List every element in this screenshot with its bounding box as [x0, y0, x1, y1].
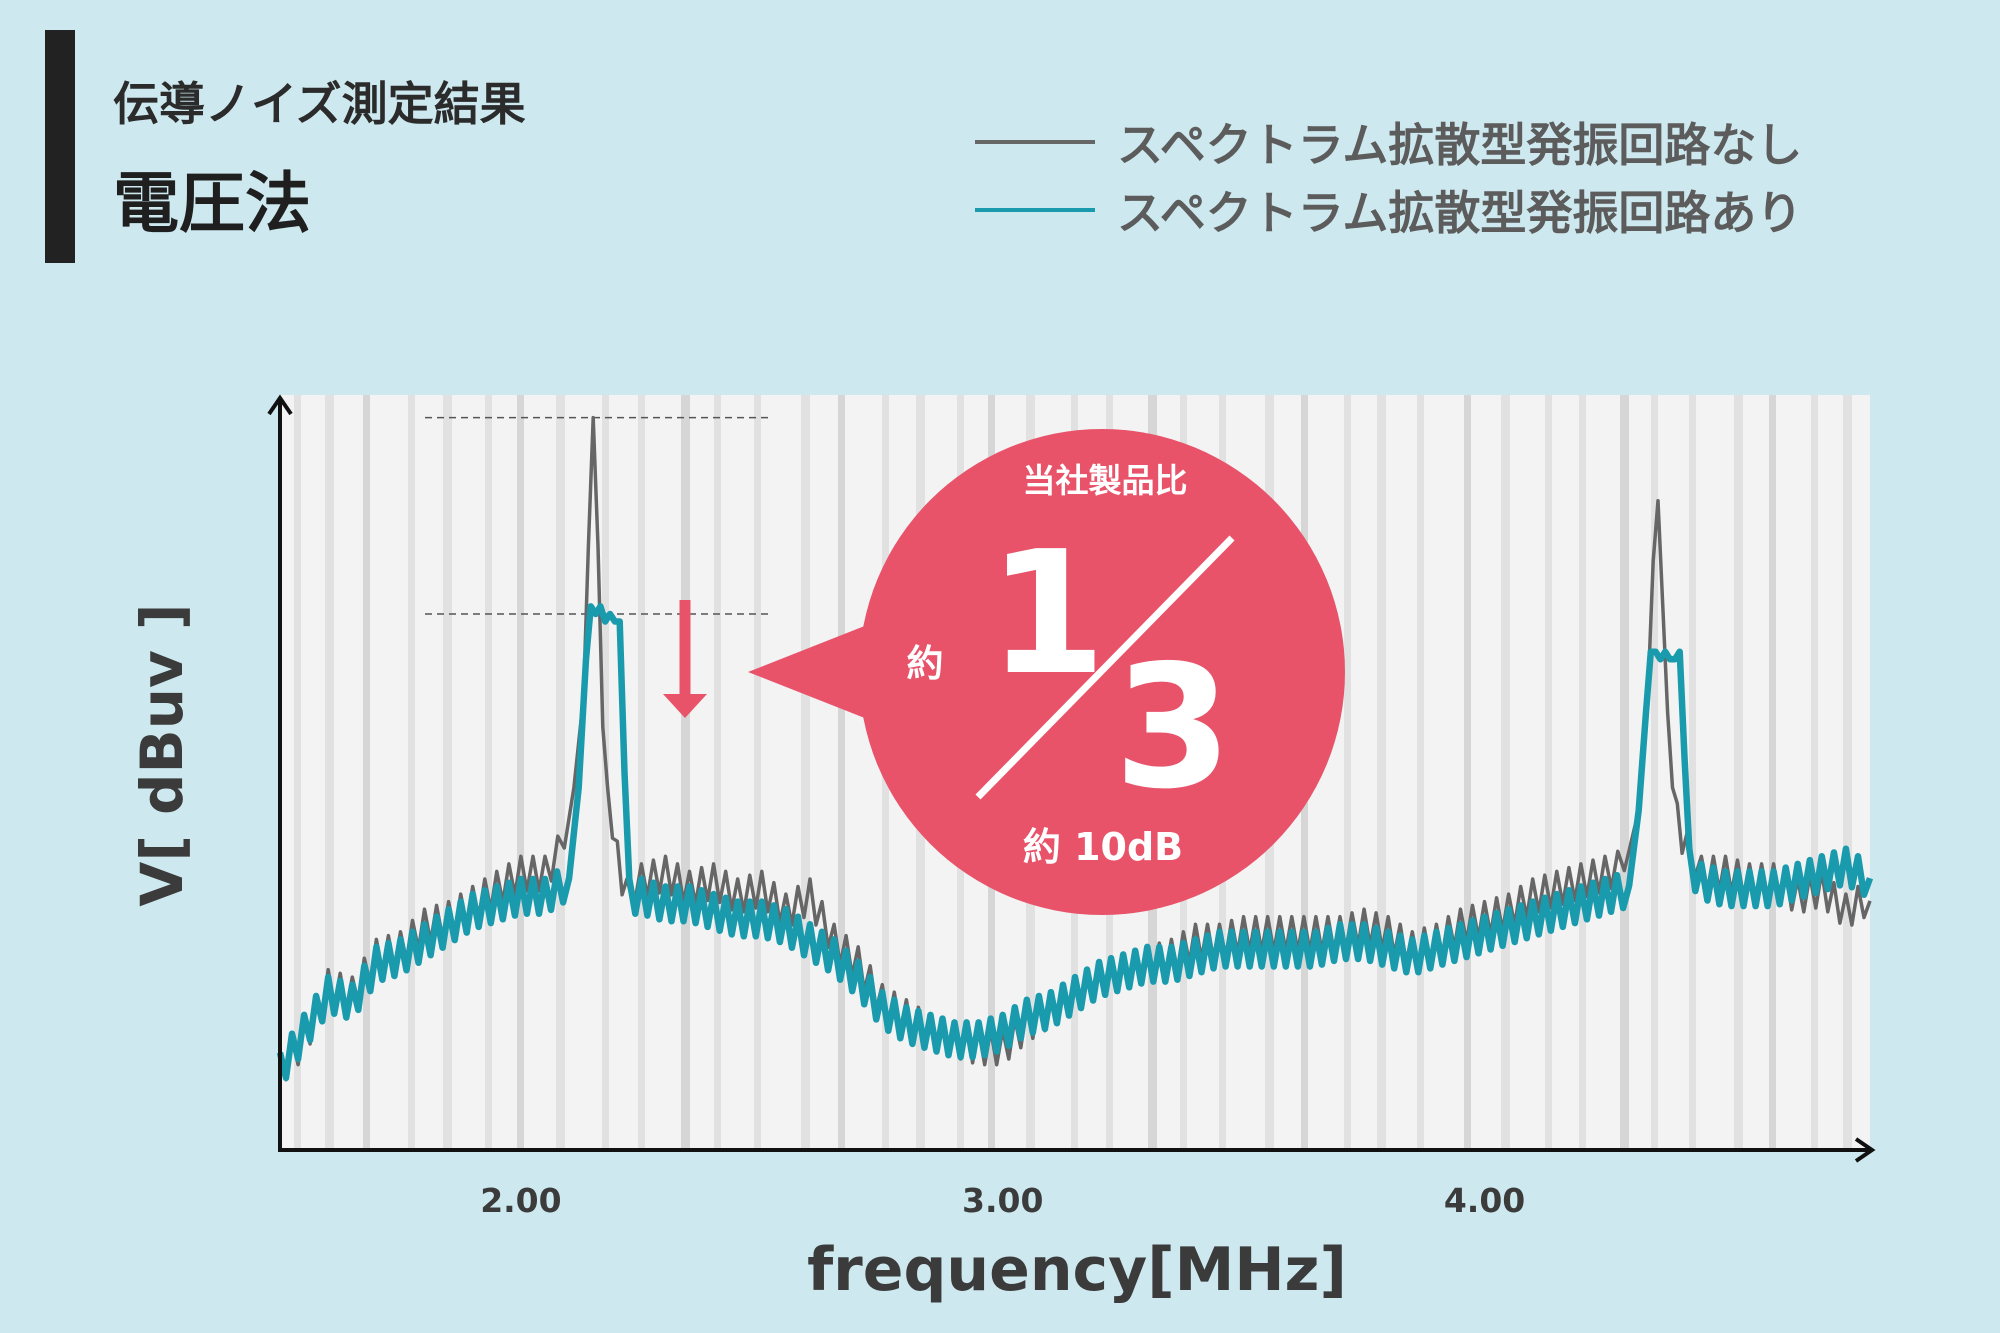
grid-stripe [325, 395, 334, 1150]
series-line-with [276, 603, 1874, 1082]
grid-stripe [638, 395, 645, 1150]
x-tick-label: 2.00 [480, 1181, 561, 1220]
grid-stripe [1545, 395, 1552, 1150]
grid-stripe [801, 395, 810, 1150]
grid-stripe [754, 395, 761, 1150]
grid-stripe [1811, 395, 1818, 1150]
grid-stripe [1501, 395, 1510, 1150]
legend-label-with: スペクトラム拡散型発振回路あり [1117, 186, 1803, 240]
grid-stripe [485, 395, 492, 1150]
grid-stripe [517, 395, 524, 1150]
grid-stripe [714, 395, 721, 1150]
series-group [276, 415, 1874, 1082]
grid-stripe [1377, 395, 1386, 1150]
chart-subtitle: 伝導ノイズ測定結果 [113, 77, 526, 131]
callout: 当社製品比 約 1 3 約 10dB [748, 429, 1345, 915]
grid-stripe [1344, 395, 1351, 1150]
callout-fraction-slash [975, 535, 1235, 800]
callout-bottom-text: 約 10dB [1023, 825, 1183, 869]
y-axis-label: V[ dBuv ] [128, 603, 196, 906]
legend-swatch-without [975, 140, 1095, 144]
reduction-arrow-head [663, 694, 707, 718]
grid-stripe [1734, 395, 1743, 1150]
grid-stripe [1843, 395, 1852, 1150]
x-tick-label: 4.00 [1444, 1181, 1525, 1220]
grid-stripe [556, 395, 565, 1150]
callout-denominator: 3 [1114, 629, 1232, 827]
grid-stripe [1464, 395, 1471, 1150]
callout-top-text: 当社製品比 [1023, 461, 1188, 500]
x-tick-label: 3.00 [962, 1181, 1043, 1220]
legend-label-without: スペクトラム拡散型発振回路なし [1117, 118, 1803, 172]
grid-stripe [1689, 395, 1696, 1150]
chart-title: 電圧法 [113, 165, 311, 242]
grid-stripe [1579, 395, 1586, 1150]
legend: スペクトラム拡散型発振回路なし スペクトラム拡散型発振回路あり [975, 108, 1802, 244]
x-axis-arrow [1854, 1137, 1876, 1163]
legend-item-without: スペクトラム拡散型発振回路なし [975, 108, 1802, 176]
grid-stripe [443, 395, 452, 1150]
y-axis-arrow [267, 394, 293, 416]
callout-numerator: 1 [988, 515, 1106, 713]
title-accent-bar [45, 30, 75, 263]
grid-stripe [363, 395, 370, 1150]
grid-stripe [408, 395, 415, 1150]
grid-stripe [1417, 395, 1424, 1150]
grid-stripe [1620, 395, 1629, 1150]
grid-stripe [294, 395, 301, 1150]
grid-stripe [1651, 395, 1658, 1150]
legend-item-with: スペクトラム拡散型発振回路あり [975, 176, 1802, 244]
grid-stripe [838, 395, 845, 1150]
grid-stripe [681, 395, 690, 1150]
callout-prefix: 約 [907, 642, 944, 685]
x-axis-label: frequency[MHz] [807, 1235, 1347, 1305]
grid-stripe [1769, 395, 1776, 1150]
legend-swatch-with [975, 208, 1095, 212]
x-tick-labels: 2.00 3.00 4.00 [480, 1181, 1525, 1220]
